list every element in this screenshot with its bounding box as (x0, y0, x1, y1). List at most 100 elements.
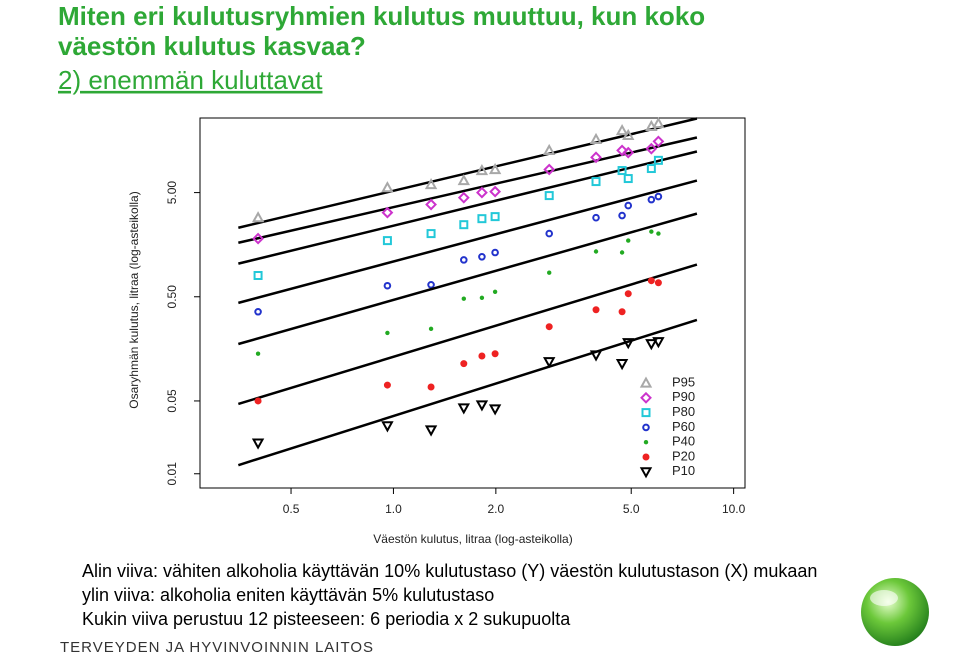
point (645, 142, 658, 155)
x-tick-label: 2.0 (488, 502, 505, 516)
title-line: Miten eri kulutusryhmien kulutus muuttuu… (58, 1, 705, 31)
point (255, 351, 261, 356)
plot: 0.5 1.0 2.0 5.0 10.0 0.01 0.05 0.50 5.00 P95P90P8… (165, 116, 746, 516)
point (381, 206, 394, 219)
point (478, 352, 486, 360)
point (616, 144, 628, 157)
point (646, 164, 656, 174)
x-tick-label: 5.0 (623, 502, 640, 516)
fit-line (238, 179, 698, 305)
point (478, 252, 486, 261)
fit-line (237, 263, 698, 406)
point (488, 162, 502, 175)
point (652, 337, 665, 349)
point (254, 307, 262, 316)
legend-label: P40 (672, 434, 695, 449)
point (252, 232, 264, 245)
y-tick-label: 0.01 (165, 462, 179, 486)
point (639, 376, 653, 388)
point (457, 174, 471, 186)
point (618, 308, 626, 316)
point (589, 132, 603, 145)
point (545, 229, 554, 238)
point (460, 360, 468, 368)
legend-label: P80 (672, 404, 695, 419)
point (624, 201, 633, 210)
point (647, 277, 655, 285)
point (622, 128, 635, 140)
x-tick-label: 0.5 (283, 502, 300, 516)
point (591, 177, 601, 187)
legend-label: P10 (672, 463, 695, 478)
x-tick-label: 1.0 (385, 502, 402, 516)
point (592, 213, 600, 222)
point (654, 192, 663, 201)
point (425, 198, 437, 211)
fit-line (238, 150, 698, 265)
title-line: väestön kulutus kasvaa? (58, 31, 366, 61)
point (652, 116, 665, 129)
point (382, 236, 392, 246)
fit-line (237, 212, 698, 346)
point (647, 195, 656, 204)
point (251, 211, 265, 223)
point (622, 338, 635, 350)
point (457, 191, 470, 204)
x-tick-label: 10.0 (722, 502, 746, 516)
point (459, 220, 469, 230)
point (254, 397, 262, 405)
point (639, 467, 653, 479)
point (491, 248, 499, 257)
point (626, 238, 631, 243)
note: Alin viiva: vähiten alkoholia käyttävän … (82, 561, 817, 581)
point (490, 212, 500, 222)
plot-frame (199, 117, 746, 489)
point (641, 408, 651, 418)
point (617, 166, 627, 176)
logo-globe (861, 578, 929, 646)
point (547, 270, 552, 275)
point (461, 296, 467, 301)
point (475, 400, 489, 412)
y-tick-label: 0.50 (165, 285, 179, 309)
point (543, 163, 556, 176)
point (615, 123, 629, 136)
point (654, 279, 662, 287)
y-tick-label: 5.00 (165, 181, 179, 205)
y-tick-label: 0.05 (165, 389, 179, 413)
legend-label: P95 (672, 374, 695, 389)
point (645, 339, 658, 351)
point (383, 281, 392, 290)
note: Kukin viiva perustuu 12 pisteeseen: 6 pe… (82, 609, 571, 629)
point (383, 381, 391, 389)
point (624, 290, 632, 298)
point (428, 326, 434, 332)
point (643, 440, 649, 445)
point (457, 403, 471, 415)
point (477, 214, 487, 224)
point (589, 350, 603, 362)
point (623, 174, 633, 184)
point (618, 211, 626, 220)
point (615, 359, 629, 371)
point (545, 323, 553, 331)
point (653, 155, 663, 165)
point (543, 357, 556, 369)
point (427, 383, 435, 391)
point (656, 231, 661, 236)
point (381, 181, 394, 193)
point (488, 404, 502, 416)
point (251, 438, 265, 450)
point (253, 271, 263, 281)
point (642, 423, 650, 432)
point (649, 229, 654, 234)
point (619, 250, 625, 255)
point (491, 350, 499, 358)
point (593, 249, 599, 254)
fit-line (238, 117, 698, 229)
x-axis-label: Väestön kulutus, litraa (log-asteikolla) (373, 532, 572, 546)
point (592, 306, 600, 314)
point (424, 178, 438, 190)
point (475, 163, 489, 176)
